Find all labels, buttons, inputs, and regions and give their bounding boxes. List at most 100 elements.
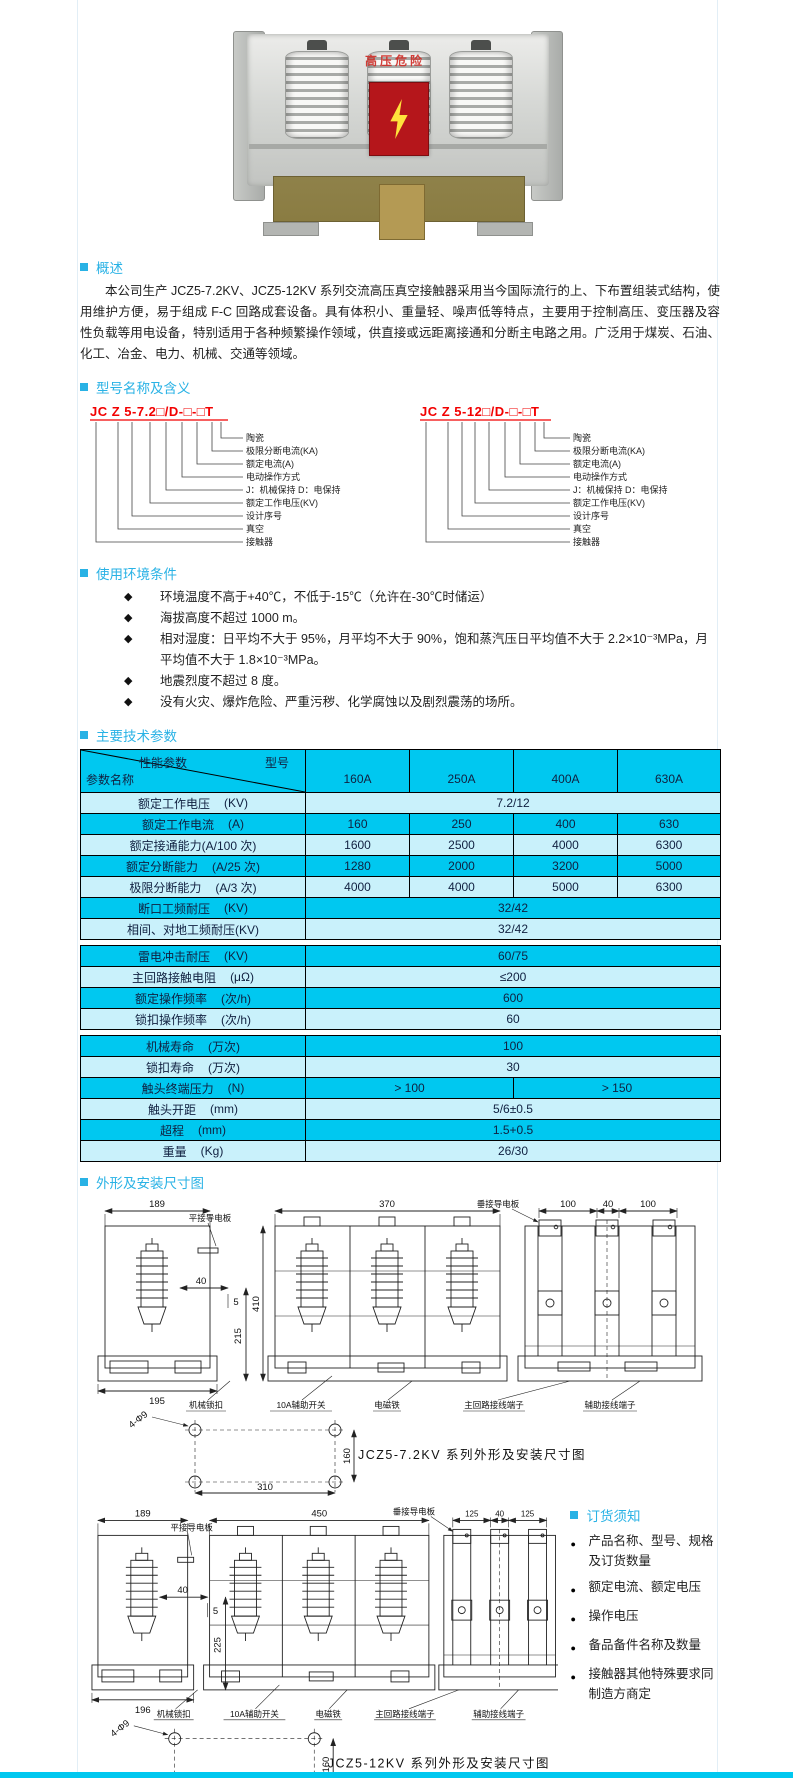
param-value: 26/30 — [304, 1140, 722, 1162]
svg-text:40: 40 — [196, 1276, 207, 1287]
table-row: 额定操作频率 (次/h) 600 — [80, 987, 722, 1009]
front-view: 450 — [203, 1508, 436, 1691]
model-code: JC Z 5-12□/D-□-□T — [420, 404, 539, 419]
model-label: 额定电流(A) — [573, 458, 621, 469]
page-bottom-bar — [0, 1772, 793, 1778]
ordering-item-text: 额定电流、额定电压 — [588, 1580, 701, 1594]
model-label: 极限分断电流(KA) — [573, 445, 645, 456]
list-item: ● 接触器其他特殊要求同制造方商定 — [570, 1664, 720, 1704]
table-row: 触头终端压力 (N) > 100 > 150 — [80, 1077, 722, 1099]
rear-view: 100 40 100 垂接导电板 — [477, 1199, 703, 1382]
jcz5-12kv-dimension-drawing: 189 平接导电板 40 5 225 196 — [91, 1506, 559, 1778]
svg-text:125: 125 — [521, 1509, 535, 1518]
column-header: 400A — [513, 749, 618, 793]
environment-item-text: 相对湿度：日平均不大于 95%，月平均不大于 90%，饱和蒸汽压日平均值不大于 … — [160, 632, 708, 667]
section-drawings: 外形及安装尺寸图 — [80, 1172, 720, 1192]
environment-item-text: 海拔高度不超过 1000 m。 — [160, 611, 306, 625]
warning-plate — [369, 82, 429, 156]
list-item: ● 产品名称、型号、规格及订货数量 — [570, 1531, 720, 1571]
table-row: 额定接通能力(A/100 次) 1600 2500 4000 6300 — [80, 834, 721, 856]
side-view: 189 平接导电板 40 5 215 195 — [97, 1199, 249, 1407]
dot-bullet-icon: ● — [570, 1643, 576, 1653]
model-label: 额定工作电压(KV) — [246, 497, 318, 508]
table-row: 触头开距 (mm) 5/6±0.5 — [80, 1098, 722, 1120]
param-value: 4000 — [305, 876, 410, 898]
section-title: 主要技术参数 — [96, 729, 177, 744]
dot-bullet-icon: ● — [570, 1672, 576, 1682]
environment-item-text: 环境温度不高于+40℃，不低于-15℃（允许在-30℃时储运） — [160, 590, 493, 604]
param-value: 3200 — [513, 855, 618, 877]
section-model: 型号名称及含义 — [80, 377, 720, 397]
model-code: JC Z 5-7.2□/D-□-□T — [90, 404, 214, 419]
column-header: 630A — [617, 749, 721, 793]
model-diagram-7-2kv: JC Z 5-7.2□/D-□-□T 陶瓷 极限分断电流(KA) 额定电流(A)… — [90, 404, 341, 547]
photo-center-bracket — [379, 184, 425, 240]
environment-item-text: 地震烈度不超过 8 度。 — [160, 674, 287, 688]
dot-bullet-icon: ● — [570, 1614, 576, 1624]
svg-text:310: 310 — [257, 1482, 273, 1493]
svg-text:4-Φ9: 4-Φ9 — [127, 1409, 151, 1431]
param-value: 60/75 — [304, 945, 722, 967]
insulator-cap — [389, 40, 409, 50]
model-label: 真空 — [573, 523, 591, 534]
list-item: ◆ 环境温度不高于+40℃，不低于-15℃（允许在-30℃时储运） — [80, 587, 720, 608]
table-row: 雷电冲击耐压 (KV) 60/75 — [80, 945, 722, 967]
table-row: 锁扣操作频率 (次/h) 60 — [80, 1008, 722, 1030]
svg-text:垂接导电板: 垂接导电板 — [477, 1199, 520, 1209]
side-view: 189 平接导电板 40 5 225 196 — [91, 1508, 229, 1716]
svg-text:主回路接线端子: 主回路接线端子 — [375, 1709, 435, 1719]
model-label: 真空 — [246, 523, 264, 534]
parameters-table: 性能参数 型号 参数名称 160A 250A 400A 630A 额定工作电压(… — [80, 749, 721, 940]
section-title: 外形及安装尺寸图 — [96, 1176, 204, 1191]
svg-text:100: 100 — [560, 1199, 576, 1210]
svg-text:450: 450 — [311, 1508, 327, 1519]
column-header: 250A — [409, 749, 514, 793]
jcz5-7-2kv-dimension-drawing: 189 平接导电板 40 5 215 195 — [97, 1199, 703, 1496]
section-title: 型号名称及含义 — [96, 381, 191, 396]
section-bullet-icon — [80, 569, 88, 577]
leader-labels: 机械锁扣 10A辅助开关 电磁铁 主回路接线端子 辅助接线端子 — [186, 1375, 641, 1412]
mounting-holes: 390 160 4-Φ9 — [109, 1718, 337, 1778]
svg-text:40: 40 — [495, 1509, 504, 1518]
param-value: 6300 — [617, 876, 721, 898]
list-item: ◆ 没有火灾、爆炸危险、严重污秽、化学腐蚀以及剧烈震荡的场所。 — [80, 692, 720, 713]
param-value: > 100 — [305, 1077, 514, 1099]
svg-text:辅助接线端子: 辅助接线端子 — [473, 1709, 524, 1719]
param-value: 1280 — [305, 855, 410, 877]
model-diagram-12kv: JC Z 5-12□/D-□-□T 陶瓷 极限分断电流(KA) 额定电流(A) … — [420, 404, 668, 547]
insulator-cap — [307, 40, 327, 50]
diamond-bullet-icon: ◆ — [124, 612, 133, 624]
fig2-and-ordering: 189 平接导电板 40 5 225 196 — [80, 1505, 720, 1778]
ordering-section: 订货须知 ● 产品名称、型号、规格及订货数量 ● 额定电流、额定电压 ● 操作电压 ●… — [570, 1505, 720, 1778]
param-value: 600 — [304, 987, 722, 1009]
table-corner-cell: 性能参数 型号 参数名称 — [80, 749, 306, 793]
svg-text:100: 100 — [640, 1199, 656, 1210]
insulator-ribs — [285, 51, 349, 139]
high-voltage-warning-text: 高压危险 — [365, 54, 426, 68]
svg-text:410: 410 — [251, 1296, 262, 1312]
overview-paragraph: 本公司生产 JCZ5-7.2KV、JCZ5-12KV 系列交流高压真空接触器采用… — [80, 284, 720, 361]
dot-bullet-icon: ● — [570, 1539, 576, 1549]
section-parameters: 主要技术参数 — [80, 725, 720, 745]
mounting-holes: 310 160 4-Φ9 — [127, 1409, 357, 1496]
param-value: 2000 — [409, 855, 514, 877]
environment-item-text: 没有火灾、爆炸危险、严重污秽、化学腐蚀以及剧烈震荡的场所。 — [160, 695, 523, 709]
ordering-item-text: 备品备件名称及数量 — [588, 1638, 701, 1652]
param-value: 32/42 — [305, 897, 721, 919]
svg-text:10A辅助开关: 10A辅助开关 — [230, 1709, 279, 1719]
model-label: J：机械保持 D：电保持 — [573, 484, 668, 495]
table-row: 相间、对地工频耐压(KV) 32/42 — [80, 918, 721, 940]
section-bullet-icon — [80, 263, 88, 271]
param-value: 4000 — [513, 834, 618, 856]
param-value: 5000 — [513, 876, 618, 898]
model-label: 额定电流(A) — [246, 458, 294, 469]
table-row: 机械寿命 (万次) 100 — [80, 1035, 722, 1057]
table-header-row: 性能参数 型号 参数名称 160A 250A 400A 630A — [80, 749, 721, 793]
table-row: 额定分断能力 (A/25 次) 1280 2000 3200 5000 — [80, 855, 721, 877]
model-label: 设计序号 — [246, 510, 282, 521]
section-bullet-icon — [80, 1178, 88, 1186]
param-value: 7.2/12 — [305, 792, 721, 814]
param-value: 1.5+0.5 — [304, 1119, 722, 1141]
svg-text:平接导电板: 平接导电板 — [189, 1213, 232, 1223]
